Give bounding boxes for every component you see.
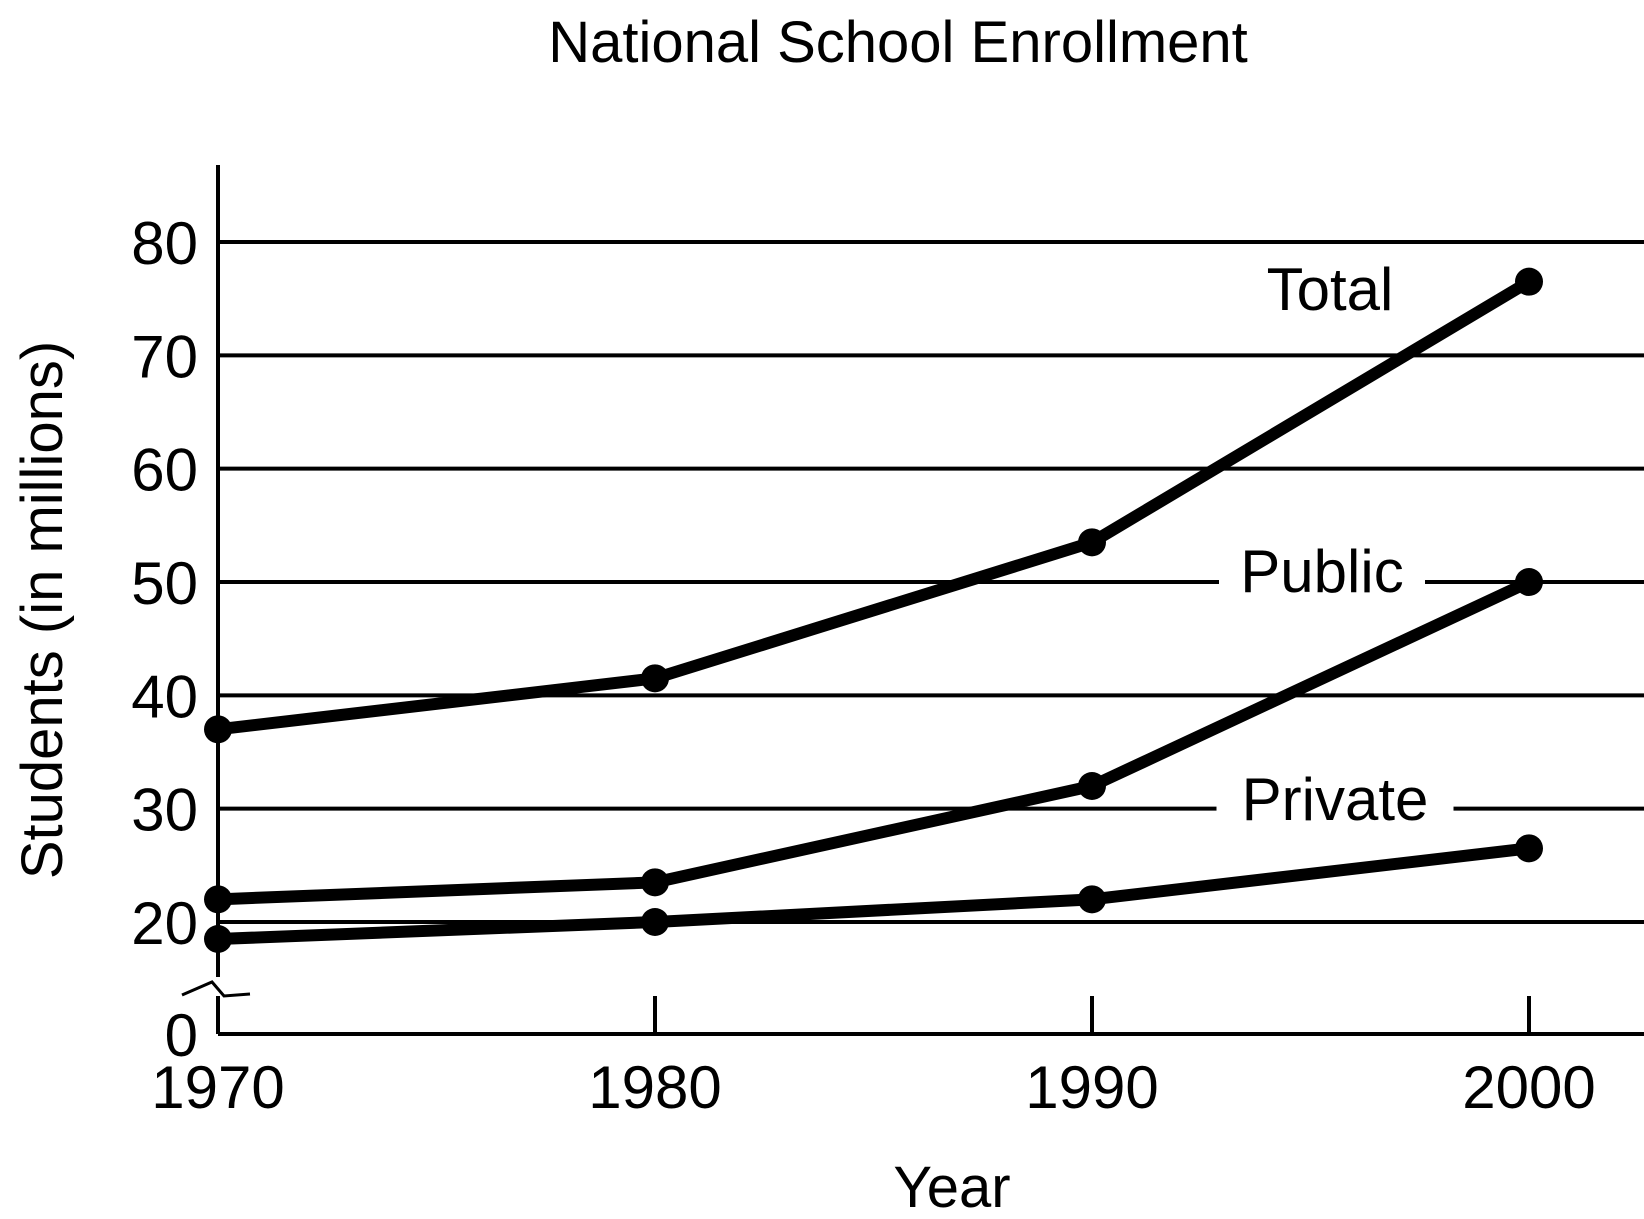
x-tick-label-1990: 1990 xyxy=(1025,1054,1158,1121)
y-tick-label-0: 0 xyxy=(165,1002,198,1069)
series-total: Total xyxy=(204,256,1543,744)
y-tick-label-20: 20 xyxy=(131,890,198,957)
data-point-public-1970 xyxy=(204,885,232,914)
y-axis-break-mark xyxy=(181,980,251,998)
data-point-public-1980 xyxy=(641,868,669,897)
y-tick-labels: 0 20 30 40 50 60 70 80 xyxy=(131,210,198,1069)
series-label-total: Total xyxy=(1267,256,1394,323)
series-label-bg-private xyxy=(1216,770,1454,832)
series-label-public: Public xyxy=(1240,538,1403,605)
data-point-total-1990 xyxy=(1078,528,1106,557)
data-point-private-1990 xyxy=(1078,885,1106,914)
data-point-total-1980 xyxy=(641,664,669,693)
data-point-total-2000 xyxy=(1515,267,1543,296)
series-label-bg-public xyxy=(1219,542,1425,604)
y-tick-label-80: 80 xyxy=(131,210,198,277)
series-public: Public xyxy=(204,538,1543,914)
data-point-total-1970 xyxy=(204,715,232,744)
x-tick-label-1980: 1980 xyxy=(588,1054,721,1121)
chart-title: National School Enrollment xyxy=(548,10,1248,75)
series-line-public xyxy=(212,576,1535,906)
y-tick-label-50: 50 xyxy=(131,550,198,617)
x-axis-label: Year xyxy=(893,1155,1010,1219)
y-axis-label: Students (in millions) xyxy=(10,341,75,879)
data-point-public-2000 xyxy=(1515,568,1543,596)
series-private: Private xyxy=(204,766,1543,953)
x-tick-label-2000: 2000 xyxy=(1462,1054,1595,1121)
series-lines: Total Public Private xyxy=(204,256,1543,953)
y-tick-label-30: 30 xyxy=(131,777,198,844)
axes xyxy=(181,165,1644,1036)
series-line-total xyxy=(212,275,1535,736)
x-tick-labels: 1970 1980 1990 2000 xyxy=(151,1054,1595,1121)
x-tick-label-1970: 1970 xyxy=(151,1054,284,1121)
series-line-private xyxy=(212,842,1535,945)
data-point-private-2000 xyxy=(1515,834,1543,863)
y-tick-label-60: 60 xyxy=(131,437,198,504)
data-point-private-1970 xyxy=(204,925,232,953)
series-label-private: Private xyxy=(1242,766,1429,833)
y-tick-label-70: 70 xyxy=(131,323,198,390)
data-point-public-1990 xyxy=(1078,772,1106,800)
data-point-private-1980 xyxy=(641,908,669,936)
gridlines xyxy=(218,240,1644,924)
y-tick-label-40: 40 xyxy=(131,663,198,730)
